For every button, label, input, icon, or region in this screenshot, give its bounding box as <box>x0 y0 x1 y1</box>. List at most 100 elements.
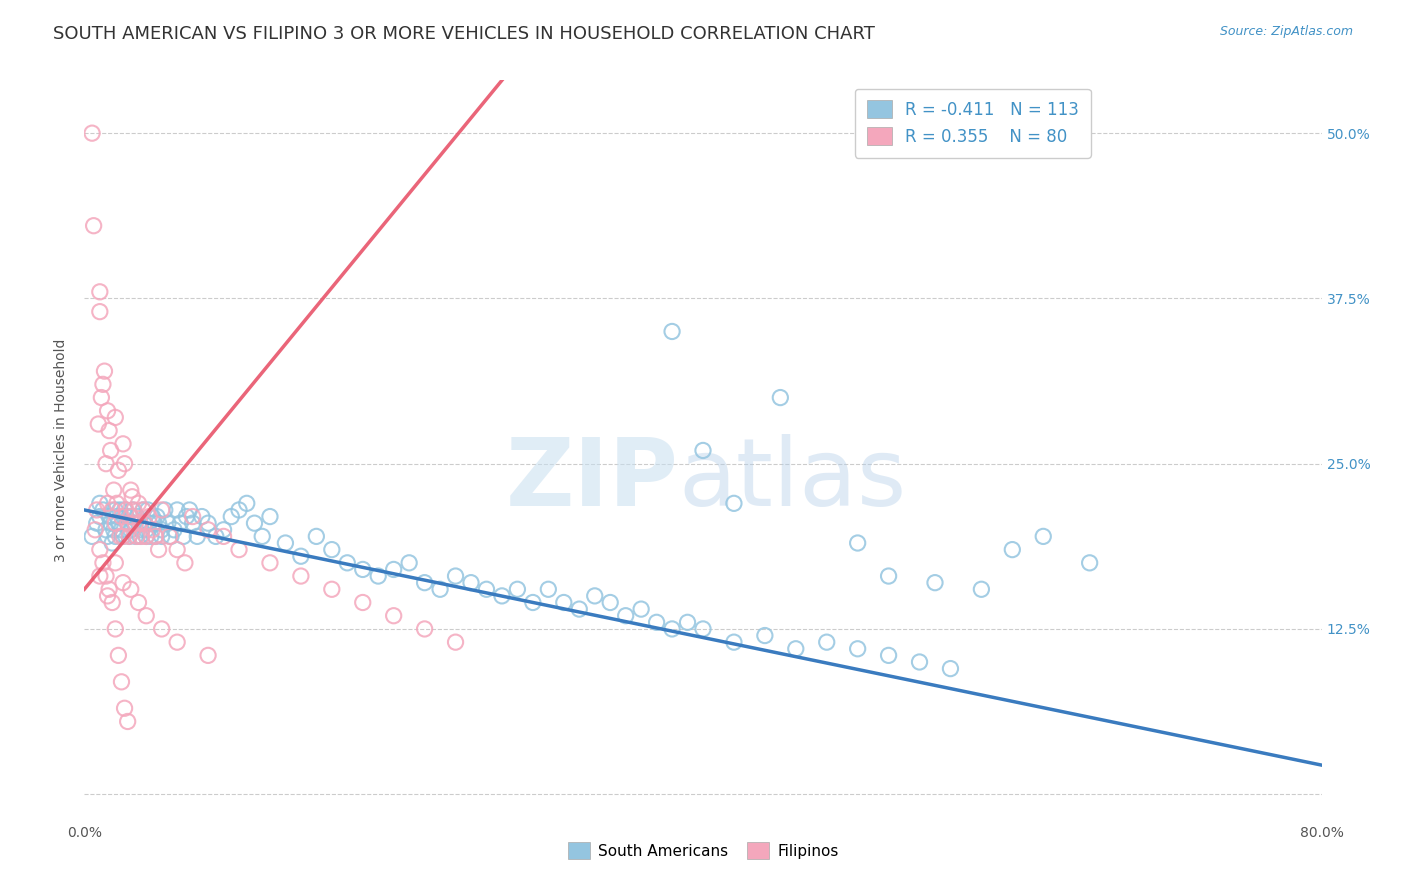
Point <box>112 437 135 451</box>
Point <box>661 622 683 636</box>
Point <box>121 503 143 517</box>
Point <box>553 595 575 609</box>
Point <box>235 496 259 510</box>
Point <box>110 523 132 537</box>
Point <box>176 509 198 524</box>
Point <box>908 655 931 669</box>
Point <box>129 516 152 531</box>
Point <box>146 509 169 524</box>
Point <box>86 503 108 517</box>
Point <box>197 516 219 531</box>
Point <box>127 516 149 531</box>
Point <box>723 496 745 510</box>
Point <box>846 641 869 656</box>
Point <box>91 377 114 392</box>
Point <box>110 509 132 524</box>
Point <box>537 582 560 597</box>
Point <box>125 509 148 524</box>
Point <box>101 595 124 609</box>
Point <box>129 529 152 543</box>
Point <box>103 483 125 497</box>
Point <box>290 569 312 583</box>
Point <box>259 556 281 570</box>
Point <box>132 503 155 517</box>
Point <box>101 503 124 517</box>
Point <box>94 523 117 537</box>
Point <box>141 509 163 524</box>
Point <box>145 529 167 543</box>
Point <box>153 503 176 517</box>
Point <box>156 516 179 531</box>
Point <box>169 516 191 531</box>
Point <box>692 443 714 458</box>
Point <box>205 529 228 543</box>
Point <box>89 509 111 524</box>
Point <box>460 575 482 590</box>
Point <box>105 496 128 510</box>
Point <box>191 509 214 524</box>
Text: atlas: atlas <box>678 434 907 526</box>
Point <box>398 556 420 570</box>
Point <box>676 615 699 630</box>
Y-axis label: 3 or more Vehicles in Household: 3 or more Vehicles in Household <box>55 339 69 562</box>
Point <box>82 529 104 543</box>
Point <box>134 516 156 531</box>
Point <box>723 635 745 649</box>
Point <box>108 529 131 543</box>
Point <box>877 648 900 663</box>
Point <box>96 529 118 543</box>
Point <box>174 556 197 570</box>
Point <box>1032 529 1054 543</box>
Point <box>89 496 111 510</box>
Point <box>138 516 160 531</box>
Point <box>228 503 250 517</box>
Point <box>135 529 157 543</box>
Point <box>104 556 127 570</box>
Point <box>117 714 139 729</box>
Point <box>150 523 173 537</box>
Point <box>124 516 146 531</box>
Point <box>120 523 142 537</box>
Point <box>939 662 962 676</box>
Point <box>115 503 138 517</box>
Point <box>429 582 451 597</box>
Point <box>122 503 145 517</box>
Point <box>250 529 273 543</box>
Point <box>105 509 128 524</box>
Point <box>413 622 436 636</box>
Point <box>159 529 180 543</box>
Point <box>382 608 405 623</box>
Point <box>305 529 328 543</box>
Point <box>115 509 138 524</box>
Point <box>135 608 157 623</box>
Point <box>846 536 869 550</box>
Point <box>352 562 374 576</box>
Point <box>924 575 946 590</box>
Point <box>645 615 668 630</box>
Point <box>614 608 637 623</box>
Point <box>321 582 343 597</box>
Point <box>84 523 107 537</box>
Point <box>107 463 129 477</box>
Point <box>100 516 122 531</box>
Point <box>91 503 114 517</box>
Point <box>117 516 139 531</box>
Point <box>166 503 188 517</box>
Point <box>121 490 143 504</box>
Point <box>243 516 266 531</box>
Point <box>321 542 343 557</box>
Point <box>274 536 297 550</box>
Point <box>506 582 529 597</box>
Point <box>135 523 157 537</box>
Point <box>90 391 112 405</box>
Point <box>101 536 124 550</box>
Point <box>382 562 405 576</box>
Point <box>122 516 145 531</box>
Point <box>136 503 159 517</box>
Point <box>104 622 127 636</box>
Point <box>96 496 118 510</box>
Point <box>181 509 204 524</box>
Point <box>93 364 115 378</box>
Point <box>89 304 111 318</box>
Point <box>127 595 149 609</box>
